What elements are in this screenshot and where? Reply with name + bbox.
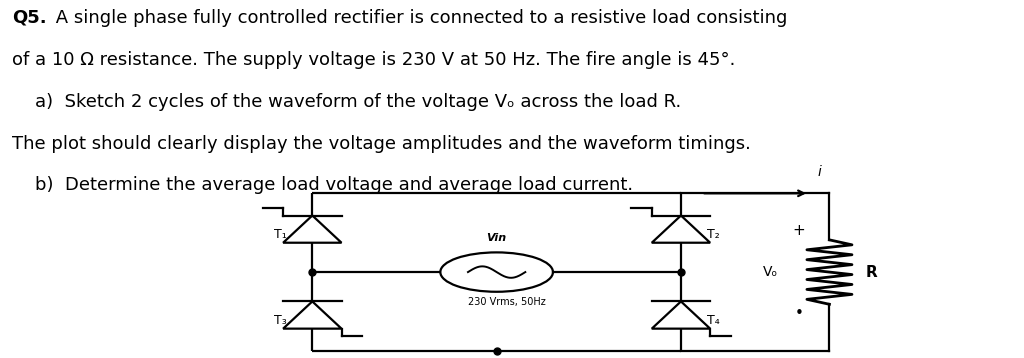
Text: a)  Sketch 2 cycles of the waveform of the voltage Vₒ across the load R.: a) Sketch 2 cycles of the waveform of th…: [12, 93, 682, 111]
Polygon shape: [283, 301, 342, 329]
Text: T₂: T₂: [707, 228, 719, 241]
Polygon shape: [283, 216, 342, 243]
Text: Q5.: Q5.: [12, 9, 47, 27]
Polygon shape: [652, 216, 711, 243]
Text: +: +: [793, 223, 805, 238]
Text: T₃: T₃: [274, 314, 287, 327]
Text: 230 Vrms, 50Hz: 230 Vrms, 50Hz: [468, 297, 546, 307]
Text: b)  Determine the average load voltage and average load current.: b) Determine the average load voltage an…: [12, 176, 634, 194]
Text: •: •: [795, 306, 803, 321]
Text: The plot should clearly display the voltage amplitudes and the waveform timings.: The plot should clearly display the volt…: [12, 135, 752, 153]
Text: i: i: [817, 165, 821, 179]
Text: of a 10 Ω resistance. The supply voltage is 230 V at 50 Hz. The fire angle is 45: of a 10 Ω resistance. The supply voltage…: [12, 51, 735, 69]
Polygon shape: [652, 301, 711, 329]
Text: Vin: Vin: [486, 233, 507, 243]
Text: Vₒ: Vₒ: [763, 265, 778, 279]
Text: T₁: T₁: [274, 228, 287, 241]
Text: T₄: T₄: [707, 314, 719, 327]
Text: A single phase fully controlled rectifier is connected to a resistive load consi: A single phase fully controlled rectifie…: [50, 9, 787, 27]
Text: R: R: [865, 265, 877, 280]
